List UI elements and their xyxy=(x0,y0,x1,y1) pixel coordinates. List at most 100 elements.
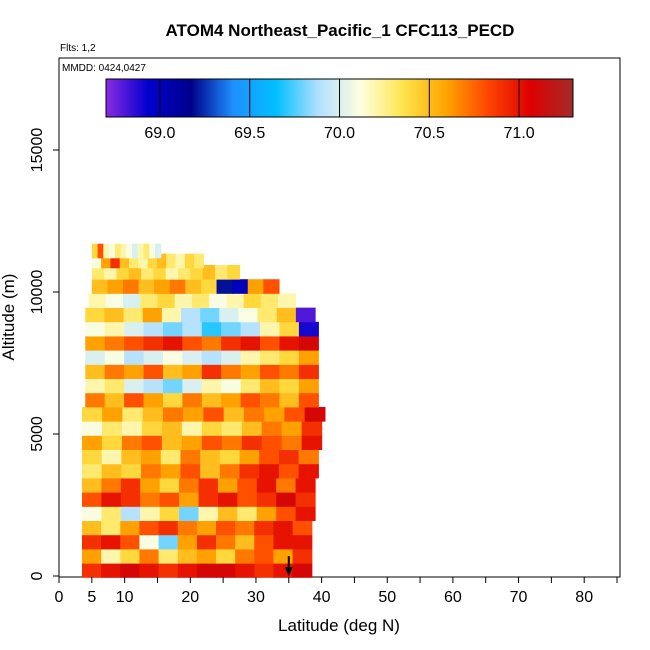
heatmap-cell xyxy=(179,492,200,507)
heatmap-cell xyxy=(304,407,326,422)
heatmap-cell xyxy=(158,549,179,564)
heatmap-cell xyxy=(295,506,316,522)
heatmap-cell xyxy=(281,421,303,436)
heatmap-cell xyxy=(139,549,160,564)
heatmap-cell xyxy=(185,279,202,294)
heatmap-cell xyxy=(260,321,281,337)
heatmap-cell xyxy=(279,336,300,351)
dates-label: MMDD: 0424,0427 xyxy=(62,63,146,74)
heatmap-cell xyxy=(295,307,316,323)
heatmap-cell xyxy=(161,435,183,451)
heatmap-cell xyxy=(191,293,210,309)
heatmap-cell xyxy=(81,421,103,436)
heatmap-cell xyxy=(159,492,180,507)
heatmap-cell xyxy=(124,350,145,365)
heatmap-cell xyxy=(165,265,179,280)
heatmap-cell xyxy=(158,563,179,578)
heatmap-cell xyxy=(219,307,240,323)
heatmap-cell xyxy=(200,449,221,465)
heatmap-cell xyxy=(179,478,200,493)
heatmap-cell xyxy=(120,549,141,564)
heatmap-cell xyxy=(158,520,179,536)
heatmap-cell xyxy=(143,378,164,394)
heatmap-cell xyxy=(279,364,300,380)
heatmap-cell xyxy=(156,253,167,269)
heatmap-cell xyxy=(159,478,180,493)
heatmap-cell xyxy=(129,253,139,269)
heatmap-cell xyxy=(292,563,313,578)
heatmap-cell xyxy=(181,307,201,323)
heatmap-cell xyxy=(137,243,145,259)
heatmap-cell xyxy=(121,421,143,436)
heatmap-cell xyxy=(103,243,110,259)
heatmap-cell xyxy=(273,534,294,550)
heatmap-cell xyxy=(104,336,125,351)
heatmap-cell xyxy=(101,478,122,493)
heatmap-cell xyxy=(162,321,183,337)
heatmap-cell xyxy=(177,549,198,564)
heatmap-cell xyxy=(143,350,164,365)
heatmap-cell xyxy=(177,563,198,578)
colorbar-tick-label: 69.5 xyxy=(234,125,265,142)
heatmap-cell xyxy=(298,350,319,365)
arrow-head xyxy=(284,567,293,576)
heatmap-cell xyxy=(124,321,145,337)
heatmap-cell xyxy=(147,253,158,269)
heatmap-cell xyxy=(198,506,219,522)
heatmap-cell xyxy=(292,520,313,536)
heatmap-cell xyxy=(279,350,300,365)
x-tick-label: 70 xyxy=(510,589,528,606)
heatmap-cell xyxy=(235,520,255,536)
heatmap-cell xyxy=(217,506,238,522)
heatmap-cell xyxy=(128,265,142,280)
heatmap-cell xyxy=(132,243,139,259)
heatmap-cell xyxy=(107,279,124,294)
heatmap-cell xyxy=(261,421,283,436)
heatmap-cell xyxy=(216,563,236,578)
heatmap-cell xyxy=(295,478,316,493)
heatmap-cell xyxy=(201,364,222,380)
heatmap-cell xyxy=(85,392,106,408)
heatmap-cell xyxy=(201,421,223,436)
heatmap-cell xyxy=(123,279,140,294)
heatmap-cell xyxy=(240,350,261,365)
heatmap-cell xyxy=(124,364,145,380)
heatmap-cell xyxy=(221,392,242,408)
heatmap-cell xyxy=(243,293,262,309)
heatmap-cell xyxy=(214,265,228,280)
heatmap-cell xyxy=(123,293,141,309)
heatmap-cell xyxy=(91,265,105,280)
heatmap-cell xyxy=(216,520,236,536)
heatmap-cell xyxy=(232,279,249,294)
heatmap-cell xyxy=(237,506,258,522)
heatmap-cell xyxy=(260,293,279,309)
heatmap-cell xyxy=(143,336,164,351)
marker-arrow xyxy=(284,556,293,576)
heatmap-cell xyxy=(101,435,123,451)
heatmap-cell xyxy=(200,463,221,479)
heatmap-cell xyxy=(254,549,275,564)
y-tick-label: 5000 xyxy=(29,416,46,452)
heatmap-cell xyxy=(140,478,161,493)
heatmap-cell xyxy=(120,492,141,507)
x-tick-label: 10 xyxy=(116,589,134,606)
heatmap-cell xyxy=(81,435,103,451)
heatmap-cell xyxy=(196,549,217,564)
heatmap-cell xyxy=(260,392,281,408)
heatmap-cell xyxy=(139,534,160,550)
heatmap-cell xyxy=(101,563,121,578)
heatmap-cell xyxy=(298,463,319,479)
x-tick-label: 80 xyxy=(575,589,593,606)
heatmap-cell xyxy=(104,392,125,408)
heatmap-cell xyxy=(141,435,163,451)
heatmap-cell xyxy=(85,336,106,351)
heatmap-cell xyxy=(226,293,245,309)
heatmap-cell xyxy=(85,321,106,337)
heatmap-cell xyxy=(110,253,121,269)
heatmap-cell xyxy=(81,478,102,493)
heatmap-cell xyxy=(101,463,122,479)
heatmap-cell xyxy=(260,364,281,380)
heatmap-cell xyxy=(264,407,285,422)
heatmap-cell xyxy=(81,492,102,507)
heatmap-cell xyxy=(138,253,149,269)
